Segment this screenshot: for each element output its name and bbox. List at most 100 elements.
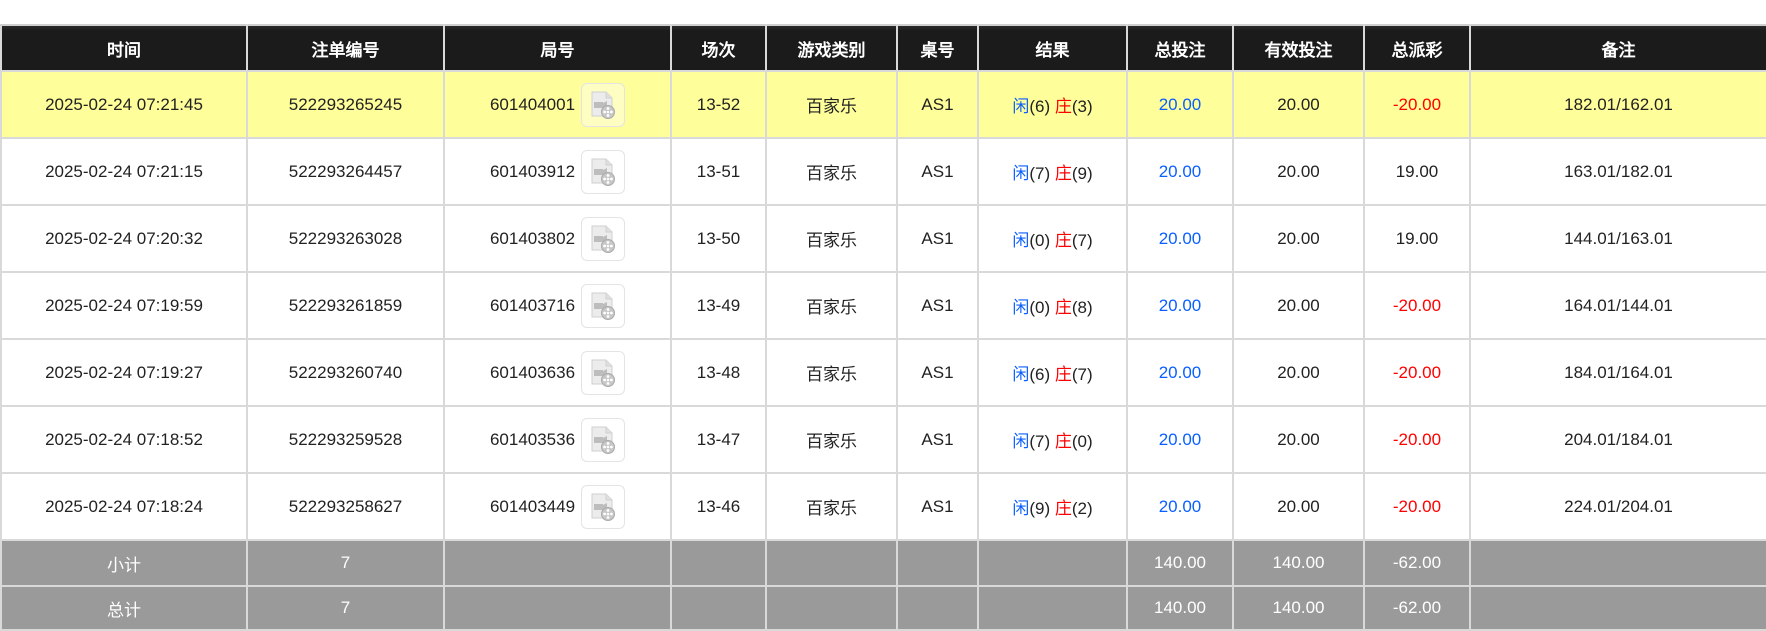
subtotal-label: 小计 bbox=[0, 539, 248, 587]
table-row: 2025-02-24 07:21:45 522293265245 6014040… bbox=[0, 70, 1766, 139]
total-bet-cell: 20.00 bbox=[1126, 271, 1234, 340]
player-score: (7) bbox=[1029, 432, 1051, 451]
banker-label: 庄 bbox=[1054, 499, 1072, 518]
table-row: 2025-02-24 07:18:24 522293258627 6014034… bbox=[0, 472, 1766, 541]
player-label: 闲 bbox=[1012, 97, 1030, 116]
bet-id-cell: 522293261859 bbox=[246, 271, 445, 340]
round-cell: 601403449 bbox=[443, 472, 672, 541]
banker-label: 庄 bbox=[1054, 432, 1072, 451]
column-header-time: 时间 bbox=[0, 24, 248, 72]
valid-bet-cell: 20.00 bbox=[1232, 472, 1365, 541]
game-type-cell: 百家乐 bbox=[765, 338, 898, 407]
total-bet-cell: 20.00 bbox=[1126, 338, 1234, 407]
session-cell: 13-46 bbox=[670, 472, 767, 541]
empty-cell bbox=[1469, 585, 1766, 631]
time-cell: 2025-02-24 07:19:59 bbox=[0, 271, 248, 340]
round-number: 601403449 bbox=[489, 496, 576, 516]
note-cell: 164.01/144.01 bbox=[1469, 271, 1766, 340]
round-number: 601403636 bbox=[489, 362, 576, 382]
total-bet-cell: 20.00 bbox=[1126, 204, 1234, 273]
round-cell: 601403636 bbox=[443, 338, 672, 407]
banker-score: (7) bbox=[1071, 231, 1093, 250]
subtotal-total-bet: 140.00 bbox=[1126, 539, 1234, 587]
valid-bet-cell: 20.00 bbox=[1232, 70, 1365, 139]
time-cell: 2025-02-24 07:21:45 bbox=[0, 70, 248, 139]
session-cell: 13-52 bbox=[670, 70, 767, 139]
payout-cell: -20.00 bbox=[1363, 405, 1471, 474]
note-cell: 163.01/182.01 bbox=[1469, 137, 1766, 206]
result-cell: 闲(9) 庄(2) bbox=[977, 472, 1128, 541]
result-cell: 闲(6) 庄(3) bbox=[977, 70, 1128, 139]
empty-cell bbox=[765, 585, 898, 631]
empty-cell bbox=[765, 539, 898, 587]
player-score: (0) bbox=[1029, 298, 1051, 317]
result-cell: 闲(0) 庄(8) bbox=[977, 271, 1128, 340]
round-cell: 601403536 bbox=[443, 405, 672, 474]
note-cell: 184.01/164.01 bbox=[1469, 338, 1766, 407]
banker-score: (9) bbox=[1071, 164, 1093, 183]
session-cell: 13-47 bbox=[670, 405, 767, 474]
empty-cell bbox=[443, 585, 672, 631]
banker-score: (0) bbox=[1071, 432, 1093, 451]
video-file-icon[interactable] bbox=[581, 484, 626, 529]
table-no-cell: AS1 bbox=[896, 271, 979, 340]
payout-cell: -20.00 bbox=[1363, 271, 1471, 340]
result-cell: 闲(6) 庄(7) bbox=[977, 338, 1128, 407]
column-header-game-type: 游戏类别 bbox=[765, 24, 898, 72]
empty-cell bbox=[670, 539, 767, 587]
payout-cell: -20.00 bbox=[1363, 472, 1471, 541]
round-number: 601403536 bbox=[489, 429, 576, 449]
round-number: 601403912 bbox=[489, 161, 576, 181]
subtotal-count: 7 bbox=[246, 539, 445, 587]
total-row: 总计 7 140.00 140.00 -62.00 bbox=[0, 585, 1766, 631]
column-header-total-bet: 总投注 bbox=[1126, 24, 1234, 72]
column-header-round: 局号 bbox=[443, 24, 672, 72]
player-label: 闲 bbox=[1012, 164, 1030, 183]
game-type-cell: 百家乐 bbox=[765, 405, 898, 474]
subtotal-payout: -62.00 bbox=[1363, 539, 1471, 587]
banker-score: (3) bbox=[1071, 97, 1093, 116]
player-label: 闲 bbox=[1012, 365, 1030, 384]
video-file-icon[interactable] bbox=[581, 283, 626, 328]
column-header-result: 结果 bbox=[977, 24, 1128, 72]
time-cell: 2025-02-24 07:18:24 bbox=[0, 472, 248, 541]
banker-label: 庄 bbox=[1054, 365, 1072, 384]
round-number: 601403716 bbox=[489, 295, 576, 315]
round-cell: 601403716 bbox=[443, 271, 672, 340]
player-score: (6) bbox=[1029, 365, 1051, 384]
player-score: (9) bbox=[1029, 499, 1051, 518]
result-cell: 闲(7) 庄(0) bbox=[977, 405, 1128, 474]
video-file-icon[interactable] bbox=[581, 82, 626, 127]
game-type-cell: 百家乐 bbox=[765, 472, 898, 541]
payout-cell: -20.00 bbox=[1363, 338, 1471, 407]
banker-label: 庄 bbox=[1054, 298, 1072, 317]
banker-label: 庄 bbox=[1054, 164, 1072, 183]
table-row: 2025-02-24 07:19:27 522293260740 6014036… bbox=[0, 338, 1766, 407]
table-row: 2025-02-24 07:20:32 522293263028 6014038… bbox=[0, 204, 1766, 273]
round-cell: 601404001 bbox=[443, 70, 672, 139]
video-file-icon[interactable] bbox=[581, 417, 626, 462]
total-valid-bet: 140.00 bbox=[1232, 585, 1365, 631]
video-file-icon[interactable] bbox=[581, 216, 626, 261]
video-file-icon[interactable] bbox=[581, 350, 626, 395]
round-number: 601403802 bbox=[489, 228, 576, 248]
result-cell: 闲(0) 庄(7) bbox=[977, 204, 1128, 273]
column-header-note: 备注 bbox=[1469, 24, 1766, 72]
empty-cell bbox=[443, 539, 672, 587]
note-cell: 144.01/163.01 bbox=[1469, 204, 1766, 273]
table-no-cell: AS1 bbox=[896, 137, 979, 206]
table-no-cell: AS1 bbox=[896, 405, 979, 474]
round-number: 601404001 bbox=[489, 94, 576, 114]
player-label: 闲 bbox=[1012, 298, 1030, 317]
session-cell: 13-50 bbox=[670, 204, 767, 273]
video-file-icon[interactable] bbox=[581, 149, 626, 194]
bet-id-cell: 522293258627 bbox=[246, 472, 445, 541]
bet-id-cell: 522293260740 bbox=[246, 338, 445, 407]
subtotal-row: 小计 7 140.00 140.00 -62.00 bbox=[0, 539, 1766, 587]
banker-label: 庄 bbox=[1054, 97, 1072, 116]
valid-bet-cell: 20.00 bbox=[1232, 204, 1365, 273]
empty-cell bbox=[1469, 539, 1766, 587]
table-row: 2025-02-24 07:19:59 522293261859 6014037… bbox=[0, 271, 1766, 340]
bet-id-cell: 522293264457 bbox=[246, 137, 445, 206]
note-cell: 204.01/184.01 bbox=[1469, 405, 1766, 474]
